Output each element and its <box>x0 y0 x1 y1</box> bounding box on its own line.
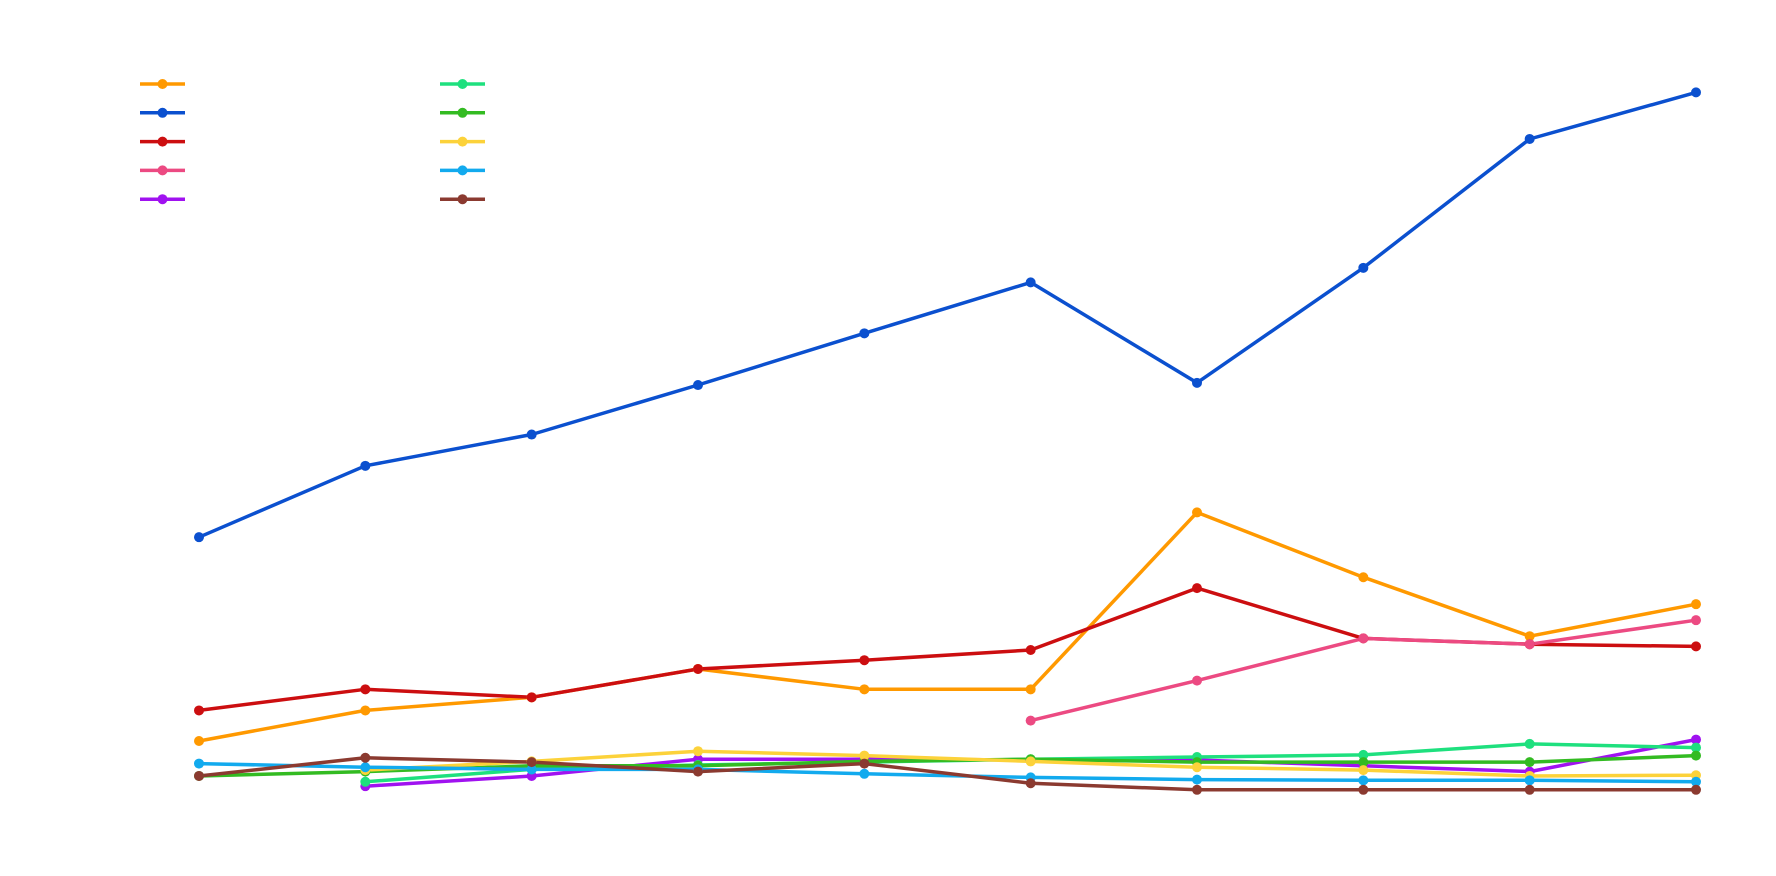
data-point <box>360 752 371 763</box>
legend-marker <box>157 136 168 147</box>
data-point <box>1358 572 1369 583</box>
data-point <box>1192 583 1202 594</box>
data-point <box>859 655 870 666</box>
data-point <box>1691 87 1701 98</box>
data-point <box>1691 641 1701 652</box>
data-point <box>859 684 870 695</box>
data-point <box>194 705 204 716</box>
data-point <box>859 328 870 339</box>
legend-marker <box>457 107 468 118</box>
data-point <box>1192 784 1202 795</box>
data-point <box>526 692 537 703</box>
data-point <box>859 768 870 779</box>
data-point <box>859 750 870 761</box>
data-point <box>1358 749 1369 760</box>
data-point <box>1192 675 1202 686</box>
data-point <box>1358 765 1369 776</box>
series-line <box>198 586 1697 713</box>
legend-marker <box>457 136 468 147</box>
data-point <box>1524 775 1535 786</box>
data-point <box>1358 775 1369 786</box>
data-point <box>526 757 537 768</box>
data-point <box>1025 756 1036 767</box>
data-point <box>194 758 204 769</box>
series-line <box>198 761 1697 784</box>
data-point <box>859 758 870 769</box>
data-point <box>360 705 371 716</box>
data-point <box>360 684 371 695</box>
data-point <box>1358 633 1369 644</box>
data-point <box>194 532 204 543</box>
data-point <box>1025 778 1036 789</box>
legend-marker <box>457 79 468 89</box>
data-point <box>1524 639 1535 650</box>
data-point <box>1025 684 1036 695</box>
data-point <box>360 776 371 787</box>
data-point <box>1691 750 1701 761</box>
legend-marker <box>157 165 168 176</box>
series-line <box>198 756 1696 792</box>
series-line <box>198 510 1697 743</box>
data-point <box>693 663 703 674</box>
data-point <box>1691 784 1701 795</box>
data-point <box>1524 784 1535 795</box>
data-point <box>1358 757 1369 768</box>
legend-marker <box>157 79 168 89</box>
legend-marker <box>457 194 468 205</box>
data-point <box>1358 262 1369 273</box>
data-point <box>693 746 703 757</box>
series-line <box>198 90 1697 539</box>
data-point <box>526 429 537 440</box>
data-point <box>693 380 703 391</box>
data-point <box>1524 631 1535 642</box>
legend <box>140 79 485 205</box>
data-point <box>1691 734 1701 745</box>
data-point <box>1524 738 1535 749</box>
data-point <box>1025 715 1036 726</box>
legend-marker <box>157 194 168 205</box>
legend-marker <box>457 165 468 176</box>
data-point <box>693 766 703 777</box>
data-point <box>1025 645 1036 656</box>
data-point <box>1192 774 1202 785</box>
data-point <box>194 736 204 747</box>
legend-marker <box>157 107 168 118</box>
data-point <box>1691 776 1701 787</box>
data-point <box>1192 507 1202 518</box>
data-point <box>1524 133 1535 144</box>
data-point <box>1192 377 1202 388</box>
data-point <box>360 460 371 471</box>
data-point <box>194 770 204 781</box>
data-point <box>1192 762 1202 773</box>
data-point <box>1025 277 1036 288</box>
data-point <box>1691 742 1701 753</box>
data-point <box>526 764 537 775</box>
data-point <box>1691 615 1701 626</box>
data-point <box>1524 757 1535 768</box>
data-point <box>360 762 371 773</box>
data-point <box>1691 599 1701 610</box>
data-point <box>1358 784 1369 795</box>
